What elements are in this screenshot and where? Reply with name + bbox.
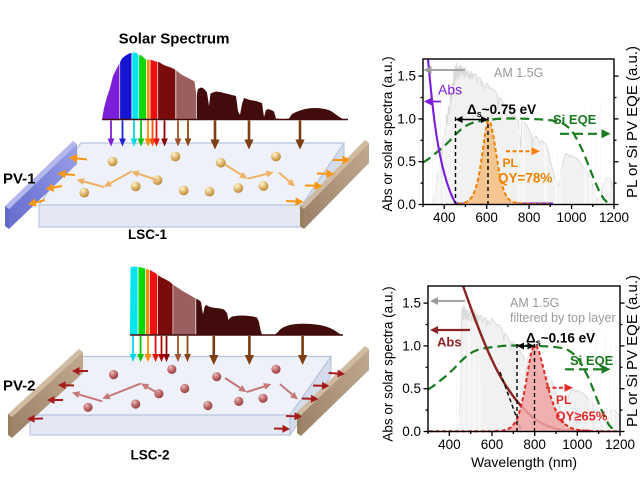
svg-text:PV-1: PV-1 [3,171,36,188]
svg-text:800: 800 [518,210,541,225]
svg-text:600: 600 [475,210,498,225]
svg-text:LSC-1: LSC-1 [128,227,167,242]
svg-text:PL: PL [503,156,518,170]
svg-text:PL: PL [556,393,571,407]
svg-text:0.0: 0.0 [397,197,416,212]
svg-text:Abs or solar spectra (a.u.): Abs or solar spectra (a.u.) [381,286,396,441]
svg-text:1.0: 1.0 [397,111,416,126]
svg-text:filtered by top layer: filtered by top layer [510,311,616,325]
svg-text:1000: 1000 [557,210,587,225]
svg-text:1200: 1200 [605,437,635,452]
svg-text:LSC-2: LSC-2 [130,448,169,463]
svg-text:0.0: 0.0 [402,424,421,439]
svg-text:Abs: Abs [438,82,462,98]
svg-text:QY=78%: QY=78% [498,171,552,186]
svg-text:PV-2: PV-2 [3,378,36,395]
svg-text:1.5: 1.5 [402,296,421,311]
svg-text:Abs or solar spectra (a.u.): Abs or solar spectra (a.u.) [380,56,395,211]
svg-text:Δs~0.16 eV: Δs~0.16 eV [526,331,595,348]
svg-text:Δs~0.75 eV: Δs~0.75 eV [467,102,536,119]
svg-text:400: 400 [438,437,461,452]
svg-text:AM 1.5G: AM 1.5G [510,296,559,310]
svg-text:800: 800 [523,437,546,452]
svg-text:PL or Si PV EQE (a.u.): PL or Si PV EQE (a.u.) [624,275,640,427]
svg-text:AM 1.5G: AM 1.5G [494,66,543,80]
svg-text:0.5: 0.5 [397,154,416,169]
svg-text:0.5: 0.5 [402,381,421,396]
svg-text:Wavelength (nm): Wavelength (nm) [471,454,577,470]
svg-text:1000: 1000 [562,437,592,452]
svg-text:Si EQE: Si EQE [553,112,597,127]
svg-text:QY≥65%: QY≥65% [556,409,608,424]
svg-text:1200: 1200 [599,210,629,225]
svg-text:400: 400 [433,210,456,225]
svg-text:600: 600 [481,437,504,452]
svg-text:1.0: 1.0 [402,338,421,353]
svg-text:PL or Si PV EQE (a.u.): PL or Si PV EQE (a.u.) [624,46,640,198]
svg-text:1.5: 1.5 [397,69,416,84]
svg-text:Solar Spectrum: Solar Spectrum [119,31,230,48]
svg-text:Abs: Abs [437,334,462,349]
svg-text:Si EQE: Si EQE [570,353,614,368]
